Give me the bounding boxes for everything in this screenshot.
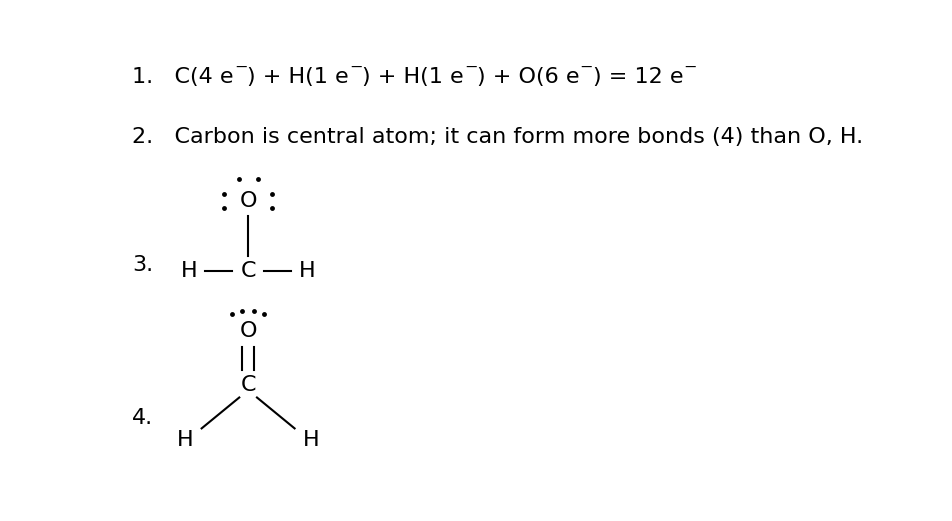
Text: −: − [234,59,248,75]
Text: 1.   C(4 e: 1. C(4 e [132,67,234,86]
Text: −: − [684,59,697,75]
Text: −: − [580,59,593,75]
Text: H: H [299,261,315,281]
Text: O: O [239,321,257,341]
Text: ) = 12 e: ) = 12 e [593,67,684,86]
Text: H: H [181,261,197,281]
Text: 3.: 3. [132,255,153,275]
Text: −: − [348,59,362,75]
Text: ) + O(6 e: ) + O(6 e [477,67,580,86]
Text: O: O [239,191,257,211]
Text: 4.: 4. [132,407,153,428]
Text: 2.   Carbon is central atom; it can form more bonds (4) than O, H.: 2. Carbon is central atom; it can form m… [132,127,863,147]
Text: H: H [177,430,193,450]
Text: −: − [464,59,477,75]
Text: ) + H(1 e: ) + H(1 e [248,67,348,86]
Text: H: H [303,430,319,450]
Text: C: C [240,376,256,395]
Text: C: C [240,261,256,281]
Text: ) + H(1 e: ) + H(1 e [362,67,464,86]
